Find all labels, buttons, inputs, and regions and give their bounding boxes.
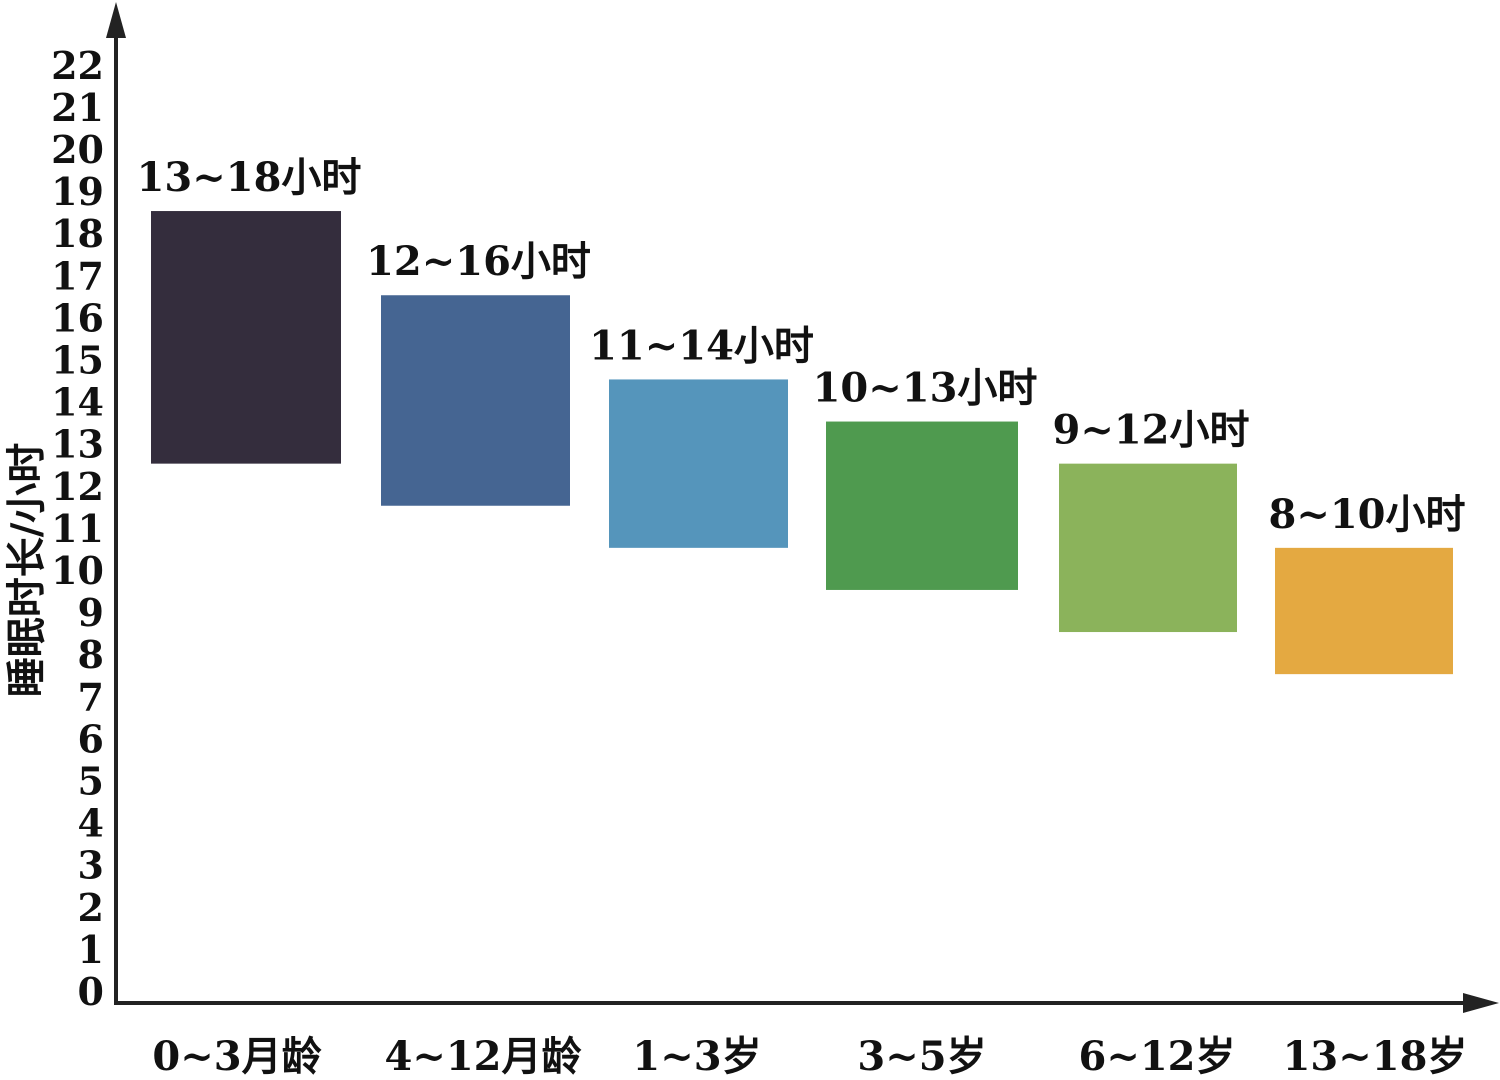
bar-range	[1059, 463, 1237, 633]
y-tick-label: 20	[51, 127, 104, 172]
x-category-label: 3~5岁	[857, 1033, 986, 1080]
x-category-label: 1~3岁	[632, 1033, 761, 1080]
y-tick-label: 10	[51, 548, 104, 593]
y-tick-label: 4	[78, 801, 104, 846]
y-tick-label: 1	[78, 927, 104, 972]
y-tick-label: 11	[51, 506, 104, 551]
x-category-labels: 0~3月龄 4~12月龄 1~3岁 3~5岁 6~12岁 13~18岁	[152, 1033, 1467, 1080]
y-tick-label: 5	[78, 759, 104, 804]
y-tick-label: 2	[78, 885, 104, 930]
bar-data-label: 9~12小时	[1052, 407, 1249, 454]
bar-range	[826, 421, 1018, 590]
y-tick-label: 9	[78, 590, 104, 635]
y-tick-label: 3	[78, 843, 104, 888]
x-category-label: 4~12月龄	[384, 1033, 581, 1080]
bar-range	[381, 295, 570, 506]
y-tick-label: 6	[78, 716, 104, 761]
bar-range	[151, 211, 341, 464]
axes-layer	[106, 2, 1499, 1013]
y-tick-label: 7	[78, 674, 104, 719]
y-tick-label: 22	[51, 43, 104, 88]
bar-data-label: 11~14小时	[589, 322, 814, 369]
y-tick-label: 0	[78, 969, 104, 1014]
y-tick-label: 18	[51, 211, 104, 256]
y-axis-title: 睡眠时长/小时	[3, 443, 50, 698]
y-axis-arrow	[106, 2, 126, 38]
x-axis-arrow	[1463, 993, 1499, 1013]
bar-range	[609, 379, 788, 548]
y-tick-label: 19	[51, 169, 104, 214]
bar-data-label: 12~16小时	[366, 238, 591, 285]
x-category-label: 6~12岁	[1078, 1033, 1235, 1080]
bar-data-label: 8~10小时	[1268, 491, 1465, 538]
bars-layer	[151, 211, 1453, 675]
bar-data-label: 13~18小时	[137, 154, 362, 201]
y-tick-label: 14	[51, 380, 104, 425]
y-tick-label: 12	[51, 464, 104, 509]
y-tick-label: 16	[51, 295, 104, 340]
bar-data-label: 10~13小时	[813, 365, 1038, 412]
y-tick-label: 8	[78, 632, 104, 677]
y-tick-label: 15	[51, 338, 104, 383]
y-tick-label: 21	[51, 85, 104, 130]
bar-range	[1275, 547, 1453, 675]
x-category-label: 13~18岁	[1283, 1033, 1468, 1080]
y-tick-label: 17	[51, 253, 104, 298]
y-tick-label: 13	[51, 422, 104, 467]
x-category-label: 0~3月龄	[152, 1033, 321, 1080]
